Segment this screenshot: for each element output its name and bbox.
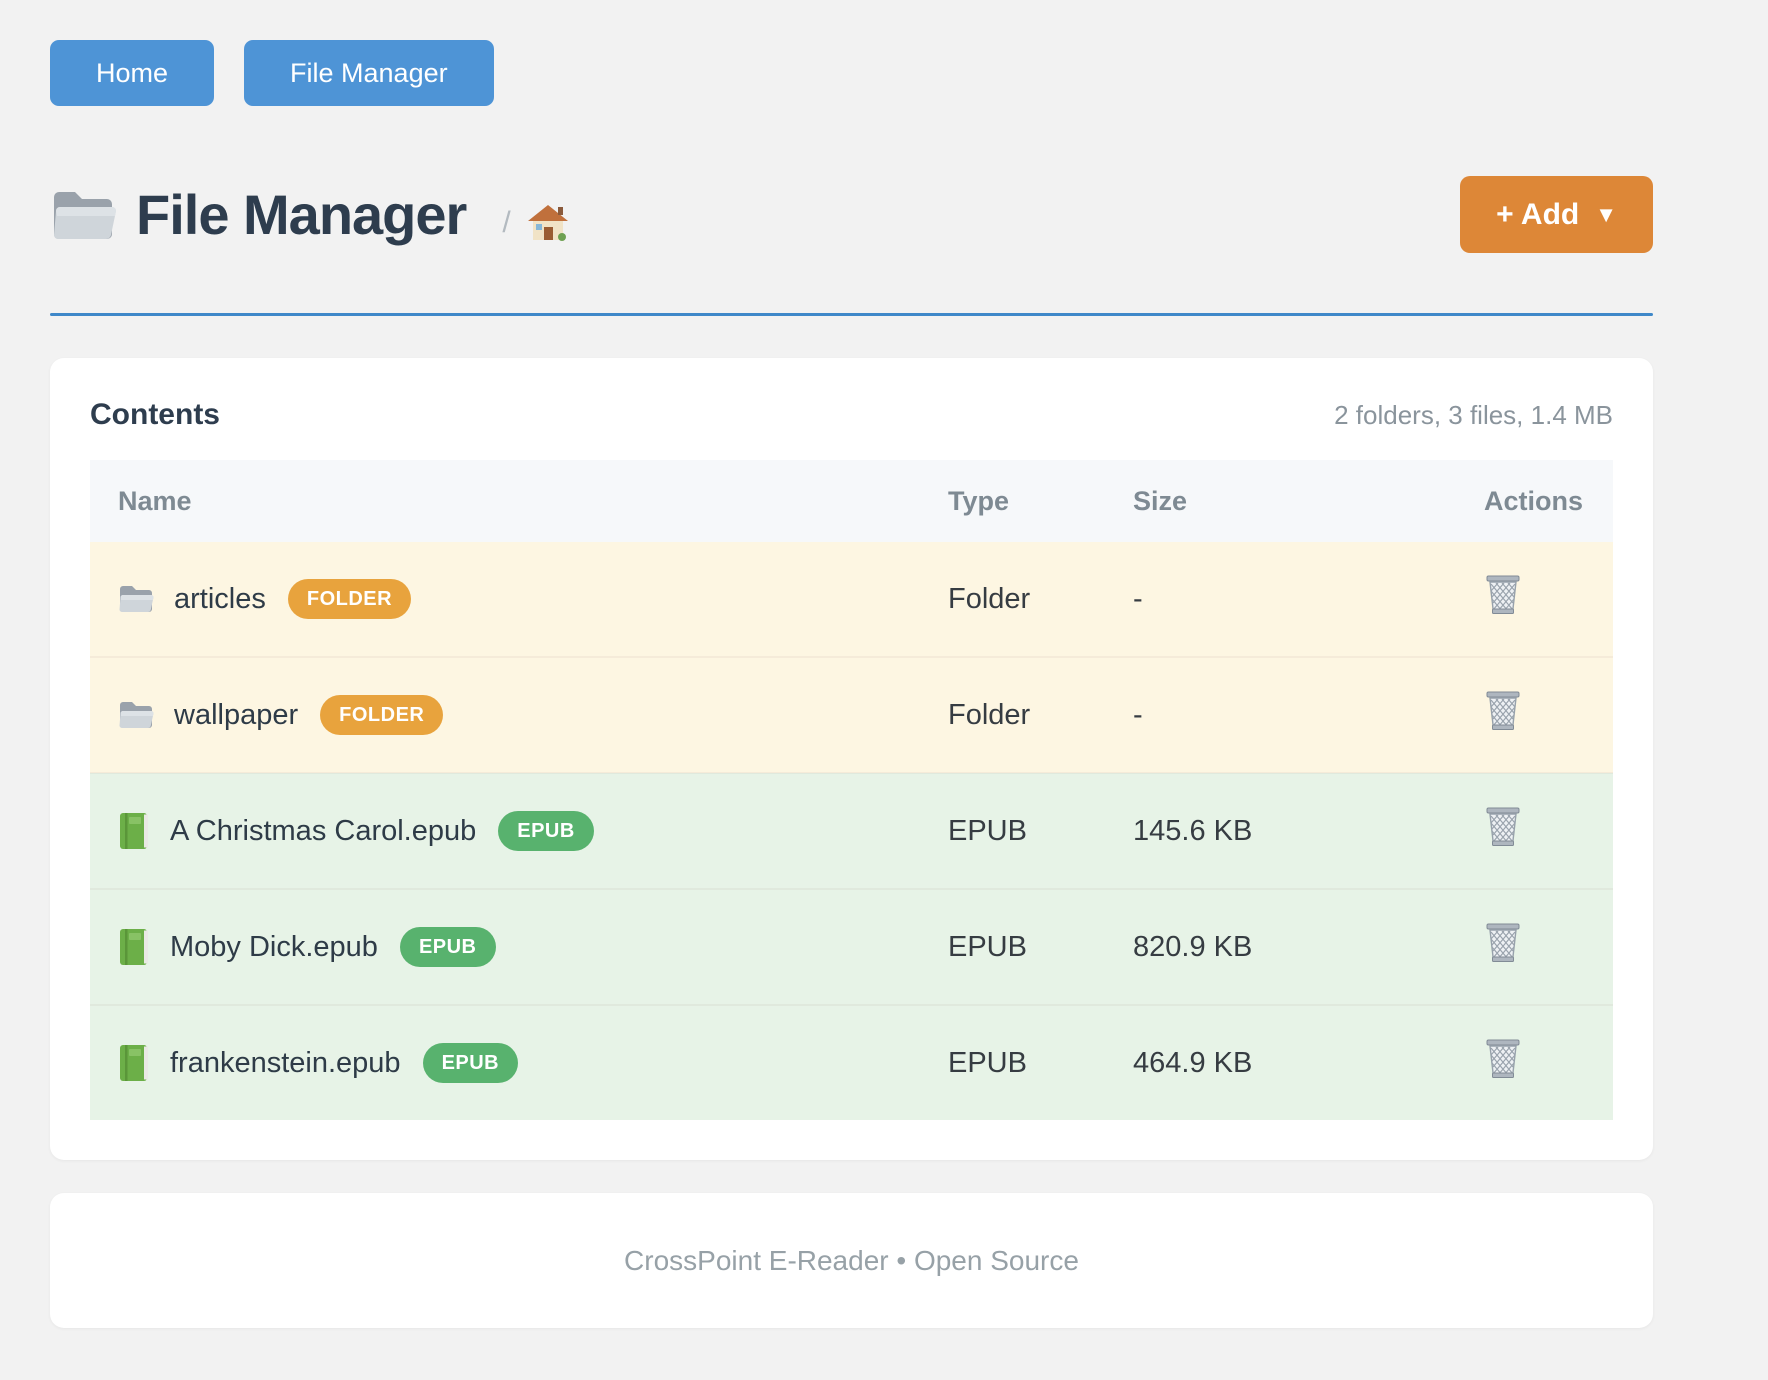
table-row[interactable]: frankenstein.epub EPUB EPUB 464.9 KB <box>90 1004 1613 1120</box>
table-row[interactable]: Moby Dick.epub EPUB EPUB 820.9 KB <box>90 888 1613 1005</box>
nav-home-button[interactable]: Home <box>50 40 215 106</box>
file-name: frankenstein.epub <box>170 1046 401 1079</box>
folder-icon <box>118 700 154 730</box>
breadcrumb: / <box>502 203 568 243</box>
type-badge: FOLDER <box>320 695 444 735</box>
table-header-row: Name Type Size Actions <box>90 460 1613 542</box>
contents-title: Contents <box>90 398 220 431</box>
delete-button[interactable] <box>1484 922 1522 964</box>
contents-summary: 2 folders, 3 files, 1.4 MB <box>1334 400 1613 430</box>
file-size: - <box>1115 656 1440 773</box>
file-name: Moby Dick.epub <box>170 930 378 963</box>
book-icon <box>118 928 150 966</box>
file-name: articles <box>174 582 266 615</box>
folder-title-icon <box>50 187 116 243</box>
top-nav: Home File Manager <box>50 0 1653 106</box>
contents-card: Contents 2 folders, 3 files, 1.4 MB Name… <box>50 358 1653 1160</box>
nav-file-manager-button[interactable]: File Manager <box>244 40 494 106</box>
trash-icon <box>1484 1038 1522 1080</box>
file-size: 820.9 KB <box>1115 888 1440 1005</box>
contents-header: Contents 2 folders, 3 files, 1.4 MB <box>90 398 1613 432</box>
delete-button[interactable] <box>1484 806 1522 848</box>
home-icon[interactable] <box>527 203 569 243</box>
add-button-label: + Add <box>1496 197 1580 231</box>
file-name: A Christmas Carol.epub <box>170 814 477 847</box>
type-badge: EPUB <box>422 1043 519 1083</box>
book-icon <box>118 812 150 850</box>
file-size: - <box>1133 582 1143 615</box>
file-type: EPUB <box>930 772 1115 889</box>
chevron-down-icon: ▼ <box>1595 201 1617 227</box>
delete-button[interactable] <box>1484 1038 1522 1080</box>
page-header: File Manager / + Add ▼ <box>50 176 1653 253</box>
trash-icon <box>1484 922 1522 964</box>
folder-icon <box>118 584 154 614</box>
table-row[interactable]: wallpaper FOLDER Folder - <box>90 656 1613 773</box>
column-header-name: Name <box>90 460 930 542</box>
file-type: EPUB <box>930 888 1115 1005</box>
footer: CrossPoint E-Reader • Open Source <box>50 1193 1653 1328</box>
type-badge: FOLDER <box>287 579 412 619</box>
file-size: 145.6 KB <box>1115 772 1440 889</box>
table-row[interactable]: A Christmas Carol.epub EPUB EPUB 145.6 K… <box>90 772 1613 889</box>
book-icon <box>118 1044 150 1082</box>
type-badge: EPUB <box>399 927 496 967</box>
column-header-actions: Actions <box>1440 460 1613 542</box>
file-size: 464.9 KB <box>1115 1004 1440 1120</box>
file-type: Folder <box>930 656 1115 773</box>
breadcrumb-separator: / <box>502 205 511 239</box>
delete-button[interactable] <box>1484 574 1522 616</box>
file-type: EPUB <box>930 1004 1115 1120</box>
file-name: wallpaper <box>174 698 299 731</box>
trash-icon <box>1484 574 1522 616</box>
page-title: File Manager <box>136 183 467 246</box>
column-header-type: Type <box>930 460 1115 542</box>
add-button[interactable]: + Add ▼ <box>1460 176 1653 253</box>
table-row[interactable]: articles FOLDER Folder - <box>90 542 1613 657</box>
column-header-size: Size <box>1115 460 1440 542</box>
delete-button[interactable] <box>1484 690 1522 732</box>
file-table: Name Type Size Actions <box>90 460 1613 1120</box>
type-badge: EPUB <box>498 811 594 851</box>
page-container: Home File Manager File Manager / <box>50 0 1653 1328</box>
file-type: Folder <box>948 582 1031 615</box>
footer-text: CrossPoint E-Reader • Open Source <box>624 1244 1079 1276</box>
trash-icon <box>1484 806 1522 848</box>
title-group: File Manager / <box>50 182 569 247</box>
title-divider <box>50 313 1653 316</box>
trash-icon <box>1484 690 1522 732</box>
